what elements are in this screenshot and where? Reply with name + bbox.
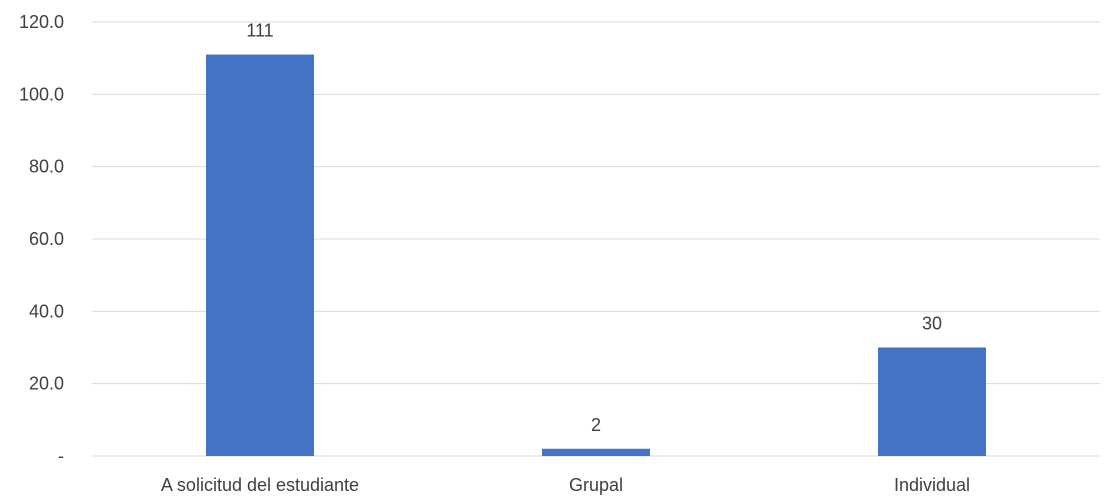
y-tick-label: 40.0 bbox=[29, 301, 64, 321]
bar-value-label: 2 bbox=[591, 415, 601, 435]
y-tick-label: 100.0 bbox=[19, 84, 64, 104]
bar bbox=[878, 347, 986, 456]
y-tick-label: - bbox=[58, 446, 64, 466]
bars bbox=[206, 54, 986, 457]
y-tick-label: 80.0 bbox=[29, 157, 64, 177]
y-tick-label: 120.0 bbox=[19, 12, 64, 32]
x-axis-category-labels: A solicitud del estudiante Grupal Individu… bbox=[161, 475, 970, 495]
bar bbox=[542, 448, 650, 456]
x-category-label: Individual bbox=[894, 475, 970, 495]
data-labels: 111 2 30 bbox=[246, 21, 942, 435]
bar-value-label: 30 bbox=[922, 314, 942, 334]
x-category-label: Grupal bbox=[569, 475, 623, 495]
y-tick-label: 20.0 bbox=[29, 374, 64, 394]
bar bbox=[206, 54, 314, 457]
bar-value-label: 111 bbox=[246, 21, 273, 41]
y-axis-tick-labels: - 20.0 40.0 60.0 80.0 100.0 120.0 bbox=[19, 12, 64, 466]
x-category-label: A solicitud del estudiante bbox=[161, 475, 359, 495]
y-tick-label: 60.0 bbox=[29, 229, 64, 249]
